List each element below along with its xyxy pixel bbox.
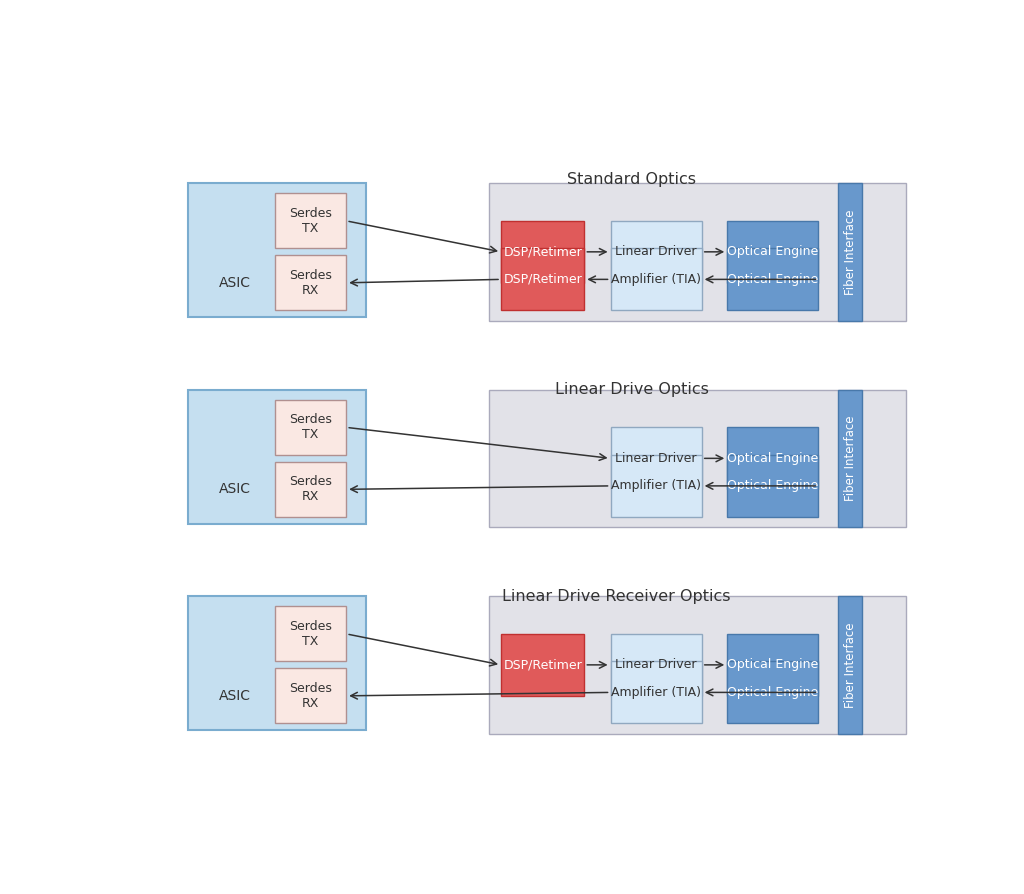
Text: ASIC: ASIC (219, 689, 251, 703)
Text: Optical Engine: Optical Engine (727, 658, 818, 671)
Bar (489, 183, 905, 321)
Text: Serdes
TX: Serdes TX (289, 620, 332, 648)
Text: Linear Drive Receiver Optics: Linear Drive Receiver Optics (502, 588, 730, 603)
Bar (610, 427, 701, 489)
Text: Serdes
RX: Serdes RX (289, 476, 332, 503)
Bar (839, 596, 862, 734)
Text: Amplifier (TIA): Amplifier (TIA) (611, 273, 701, 286)
Text: Optical Engine: Optical Engine (727, 686, 818, 699)
Text: Fiber Interface: Fiber Interface (844, 622, 857, 708)
Text: DSP/Retimer: DSP/Retimer (503, 658, 582, 671)
Text: ASIC: ASIC (219, 276, 251, 290)
Text: Linear Driver: Linear Driver (615, 658, 697, 671)
Text: Serdes
RX: Serdes RX (289, 269, 332, 297)
Text: Optical Engine: Optical Engine (727, 451, 818, 465)
Text: ASIC: ASIC (219, 483, 251, 496)
Bar (727, 221, 818, 283)
Text: Optical Engine: Optical Engine (727, 273, 818, 286)
Bar (610, 455, 701, 517)
Text: Fiber Interface: Fiber Interface (844, 209, 857, 295)
Text: Linear Driver: Linear Driver (615, 451, 697, 465)
Text: DSP/Retimer: DSP/Retimer (503, 273, 582, 286)
Bar (187, 183, 366, 317)
Bar (187, 596, 366, 730)
Bar (727, 455, 818, 517)
Bar (727, 249, 818, 310)
Text: Amplifier (TIA): Amplifier (TIA) (611, 479, 701, 493)
Text: Serdes
RX: Serdes RX (289, 682, 332, 710)
Text: Serdes
TX: Serdes TX (289, 207, 332, 235)
Text: Linear Drive Optics: Linear Drive Optics (555, 382, 709, 397)
Bar (501, 634, 585, 696)
Bar (610, 221, 701, 283)
Bar (489, 390, 905, 527)
Bar (839, 183, 862, 321)
Bar (274, 256, 346, 310)
Bar (274, 606, 346, 662)
Bar (727, 634, 818, 696)
Bar (610, 662, 701, 723)
Bar (610, 249, 701, 310)
Bar (610, 634, 701, 696)
Text: Optical Engine: Optical Engine (727, 245, 818, 258)
Bar (274, 400, 346, 455)
Text: Fiber Interface: Fiber Interface (844, 416, 857, 502)
Bar (727, 662, 818, 723)
Bar (489, 596, 905, 734)
Bar (501, 221, 585, 283)
Bar (727, 427, 818, 489)
Text: Amplifier (TIA): Amplifier (TIA) (611, 686, 701, 699)
Bar (274, 669, 346, 723)
Bar (274, 462, 346, 517)
Text: Standard Optics: Standard Optics (567, 172, 696, 187)
Text: DSP/Retimer: DSP/Retimer (503, 245, 582, 258)
Bar (274, 193, 346, 249)
Text: Optical Engine: Optical Engine (727, 479, 818, 493)
Text: Linear Driver: Linear Driver (615, 245, 697, 258)
Bar (187, 390, 366, 524)
Bar (501, 249, 585, 310)
Text: Serdes
TX: Serdes TX (289, 413, 332, 442)
Bar (839, 390, 862, 527)
